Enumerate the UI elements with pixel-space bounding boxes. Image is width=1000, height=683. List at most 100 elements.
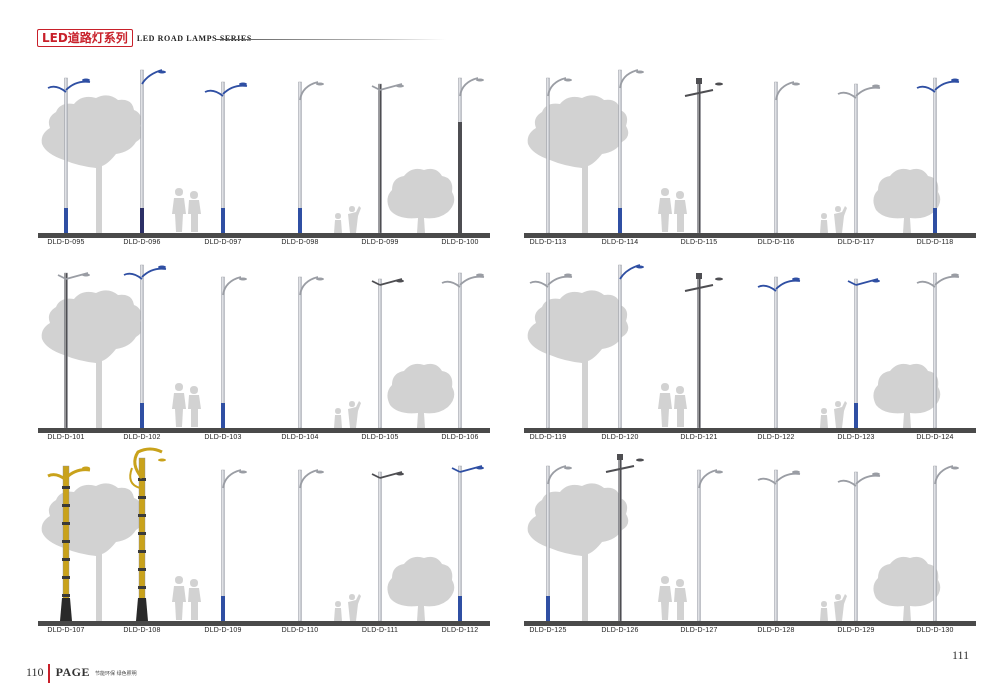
model-label: DLD-D-095 bbox=[47, 239, 85, 246]
street-lamp bbox=[847, 278, 880, 429]
model-label: DLD-D-119 bbox=[529, 434, 567, 441]
model-label: DLD-D-112 bbox=[441, 627, 479, 634]
model-label: DLD-D-108 bbox=[123, 627, 161, 634]
lamp-illustration bbox=[527, 69, 960, 234]
lamp-panel: DLD-D-107 DLD-D-108 DLD-D-109 DLD-D-110 DLD-… bbox=[38, 436, 490, 634]
street-lamp bbox=[57, 272, 90, 429]
street-lamp bbox=[221, 469, 247, 622]
street-lamp bbox=[618, 69, 644, 234]
page-number-left: 110 bbox=[26, 665, 44, 679]
lamp-panel: DLD-D-095 DLD-D-096 DLD-D-097 DLD-D-098 DLD-… bbox=[38, 48, 490, 246]
street-lamp bbox=[451, 465, 484, 622]
model-label: DLD-D-120 bbox=[601, 434, 639, 441]
footer-red-bar bbox=[47, 664, 50, 683]
model-label: DLD-D-117 bbox=[837, 239, 875, 246]
brand-title: LED道路灯系列 bbox=[37, 29, 133, 47]
lamp-illustration bbox=[527, 454, 959, 622]
model-label: DLD-D-104 bbox=[281, 434, 319, 441]
model-label: DLD-D-118 bbox=[916, 239, 954, 246]
model-label: DLD-D-107 bbox=[47, 627, 85, 634]
lamp-illustration bbox=[527, 264, 960, 429]
model-label-row: DLD-D-113 DLD-D-114 DLD-D-115 DLD-D-116 DLD-… bbox=[524, 238, 976, 248]
lamp-panel: DLD-D-125 DLD-D-126 DLD-D-127 DLD-D-128 DLD-… bbox=[524, 436, 976, 634]
page-word: PAGE bbox=[55, 665, 91, 679]
model-label: DLD-D-113 bbox=[529, 239, 567, 246]
model-label: DLD-D-111 bbox=[361, 627, 399, 634]
model-label: DLD-D-122 bbox=[757, 434, 795, 441]
model-label: DLD-D-096 bbox=[123, 239, 161, 246]
lamp-illustration bbox=[41, 447, 484, 622]
lamp-panel: DLD-D-119 DLD-D-120 DLD-D-121 DLD-D-122 DLD-… bbox=[524, 243, 976, 441]
background-silhouettes bbox=[527, 483, 941, 621]
model-label: DLD-D-125 bbox=[529, 627, 567, 634]
lamp-panel: DLD-D-101 DLD-D-102 DLD-D-103 DLD-D-104 DLD-… bbox=[38, 243, 490, 441]
model-label: DLD-D-109 bbox=[204, 627, 242, 634]
page-footer-left: 110 PAGE 节能环保 绿色照明 bbox=[26, 646, 137, 683]
model-label: DLD-D-097 bbox=[204, 239, 242, 246]
page-number-right: 111 bbox=[952, 648, 970, 662]
model-label: DLD-D-105 bbox=[361, 434, 399, 441]
model-label: DLD-D-106 bbox=[441, 434, 479, 441]
model-label: DLD-D-102 bbox=[123, 434, 161, 441]
street-lamp bbox=[757, 469, 801, 622]
street-lamp bbox=[47, 465, 91, 622]
model-label: DLD-D-103 bbox=[204, 434, 242, 441]
ground-strip bbox=[524, 428, 976, 433]
street-lamp bbox=[697, 469, 723, 622]
lamp-illustration bbox=[41, 264, 485, 429]
street-lamp bbox=[529, 272, 573, 429]
model-label: DLD-D-130 bbox=[916, 627, 954, 634]
street-lamp bbox=[221, 276, 247, 429]
street-lamp bbox=[298, 276, 324, 429]
model-label-row: DLD-D-119 DLD-D-120 DLD-D-121 DLD-D-122 DLD-… bbox=[524, 433, 976, 443]
lamp-illustration bbox=[41, 69, 484, 234]
model-label: DLD-D-123 bbox=[837, 434, 875, 441]
background-silhouettes bbox=[41, 95, 455, 233]
street-lamp bbox=[684, 273, 723, 429]
model-label: DLD-D-129 bbox=[837, 627, 875, 634]
background-silhouettes bbox=[41, 483, 455, 621]
model-label: DLD-D-100 bbox=[441, 239, 479, 246]
street-lamp bbox=[123, 264, 167, 429]
ground-strip bbox=[524, 621, 976, 626]
model-label: DLD-D-099 bbox=[361, 239, 399, 246]
model-label: DLD-D-121 bbox=[680, 434, 718, 441]
model-label: DLD-D-128 bbox=[757, 627, 795, 634]
series-title: LED ROAD LAMPS SERIES bbox=[136, 33, 252, 43]
model-label: DLD-D-127 bbox=[680, 627, 718, 634]
model-label-row: DLD-D-095 DLD-D-096 DLD-D-097 DLD-D-098 DLD-… bbox=[38, 238, 490, 248]
background-silhouettes bbox=[41, 290, 455, 428]
ground-strip bbox=[38, 428, 490, 433]
model-label: DLD-D-110 bbox=[281, 627, 319, 634]
background-silhouettes bbox=[527, 290, 941, 428]
model-label: DLD-D-098 bbox=[281, 239, 319, 246]
street-lamp bbox=[916, 77, 960, 234]
model-label-row: DLD-D-101 DLD-D-102 DLD-D-103 DLD-D-104 DLD-… bbox=[38, 433, 490, 443]
street-lamp bbox=[458, 77, 484, 234]
footer-tagline: 节能环保 绿色照明 bbox=[95, 671, 137, 677]
street-lamp bbox=[684, 78, 723, 234]
street-lamp bbox=[605, 454, 644, 622]
model-label: DLD-D-115 bbox=[680, 239, 718, 246]
ground-strip bbox=[524, 233, 976, 238]
ground-strip bbox=[38, 621, 490, 626]
page-header: LED道路灯系列 LED ROAD LAMPS SERIES bbox=[37, 28, 252, 48]
street-lamp bbox=[774, 81, 800, 234]
model-label: DLD-D-126 bbox=[601, 627, 639, 634]
header-rule bbox=[216, 39, 446, 40]
street-lamp bbox=[140, 69, 166, 234]
street-lamp bbox=[916, 272, 960, 429]
lamp-panel: DLD-D-113 DLD-D-114 DLD-D-115 DLD-D-116 DLD-… bbox=[524, 48, 976, 246]
ground-strip bbox=[38, 233, 490, 238]
street-lamp bbox=[204, 81, 248, 234]
street-lamp bbox=[618, 264, 644, 429]
street-lamp bbox=[47, 77, 91, 234]
model-label-row: DLD-D-125 DLD-D-126 DLD-D-127 DLD-D-128 DLD-… bbox=[524, 626, 976, 636]
street-lamp bbox=[757, 276, 801, 429]
street-lamp bbox=[129, 447, 166, 622]
model-label-row: DLD-D-107 DLD-D-108 DLD-D-109 DLD-D-110 DLD-… bbox=[38, 626, 490, 636]
background-silhouettes bbox=[527, 95, 941, 233]
street-lamp bbox=[298, 81, 324, 234]
street-lamp bbox=[298, 469, 324, 622]
model-label: DLD-D-114 bbox=[601, 239, 639, 246]
